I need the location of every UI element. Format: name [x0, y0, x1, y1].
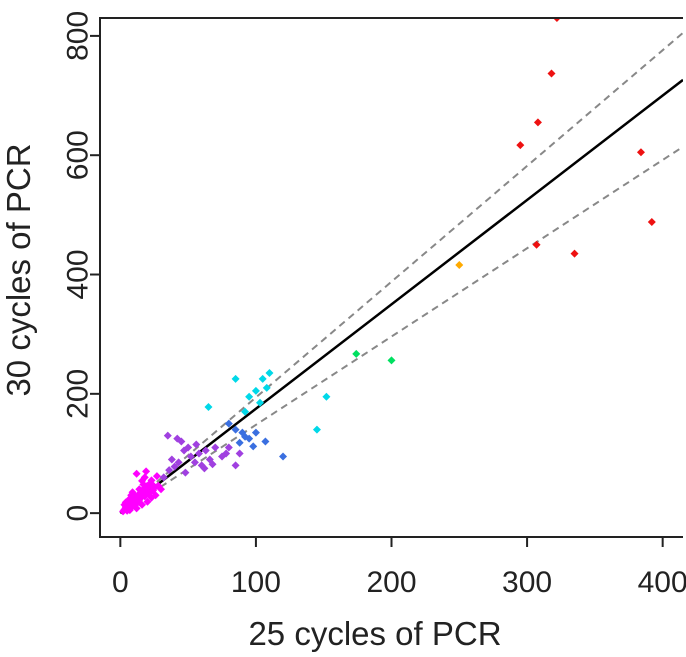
- point-blue: [235, 438, 244, 447]
- point-violet: [208, 460, 217, 469]
- point-magenta: [132, 469, 141, 478]
- point-violet: [181, 468, 190, 477]
- point-violet: [174, 458, 183, 467]
- point-cyan: [204, 402, 213, 411]
- point-violet: [190, 458, 199, 467]
- point-magenta: [131, 492, 140, 501]
- y-tick-label: 400: [62, 249, 95, 299]
- point-violet: [231, 461, 240, 470]
- x-tick-label: 300: [502, 566, 552, 599]
- point-red: [647, 218, 656, 227]
- point-red: [533, 118, 542, 127]
- point-magenta: [138, 489, 147, 498]
- point-violet: [235, 449, 244, 458]
- point-cyan: [241, 407, 250, 416]
- point-magenta: [152, 472, 161, 481]
- point-cyan: [255, 398, 264, 407]
- point-red: [570, 249, 579, 258]
- point-cyan: [258, 374, 267, 383]
- point-violet: [177, 437, 186, 446]
- point-violet: [170, 462, 179, 471]
- x-axis-title: 25 cycles of PCR: [248, 615, 501, 652]
- point-violet: [167, 455, 176, 464]
- point-violet: [224, 443, 233, 452]
- point-red: [532, 240, 541, 249]
- point-green: [352, 349, 361, 358]
- point-red: [516, 141, 525, 150]
- point-magenta: [140, 473, 149, 482]
- point-violet: [159, 473, 168, 482]
- point-green: [387, 356, 396, 365]
- point-cyan: [265, 368, 274, 377]
- point-blue: [251, 428, 260, 437]
- x-tick-label: 200: [366, 566, 416, 599]
- point-violet: [186, 452, 195, 461]
- point-cyan: [231, 374, 240, 383]
- point-cyan: [322, 392, 331, 401]
- axis-ticks: 0 100 200 300 400 0 200 400 600 800: [62, 11, 686, 599]
- point-red: [636, 148, 645, 157]
- point-cyan: [312, 425, 321, 434]
- point-violet: [192, 440, 201, 449]
- fit-line: [119, 78, 683, 515]
- x-tick-label: 400: [638, 566, 686, 599]
- plot-frame: [99, 17, 683, 538]
- y-tick-label: 600: [62, 130, 95, 180]
- point-blue: [261, 437, 270, 446]
- confidence-line-2: [119, 145, 683, 514]
- point-violet: [194, 449, 203, 458]
- point-magenta: [142, 467, 151, 476]
- point-red: [547, 69, 556, 78]
- point-cyan: [245, 392, 254, 401]
- confidence-line-1: [119, 32, 683, 514]
- point-magenta: [120, 500, 129, 509]
- point-magenta: [143, 497, 152, 506]
- y-tick-label: 800: [62, 11, 95, 61]
- point-magenta: [151, 491, 160, 500]
- point-violet: [201, 446, 210, 455]
- point-violet: [211, 443, 220, 452]
- y-axis-title: 30 cycles of PCR: [0, 143, 37, 396]
- point-magenta: [125, 506, 134, 515]
- point-violet: [163, 431, 172, 440]
- point-violet: [165, 466, 174, 475]
- point-cyan: [262, 383, 271, 392]
- point-blue: [231, 425, 240, 434]
- point-blue: [249, 442, 258, 451]
- x-tick-label: 0: [112, 566, 129, 599]
- point-magenta: [157, 485, 166, 494]
- x-tick-label: 100: [231, 566, 281, 599]
- point-violet: [222, 449, 231, 458]
- point-orange: [455, 260, 464, 269]
- point-cyan: [251, 386, 260, 395]
- data-points: [119, 18, 656, 516]
- point-violet: [184, 443, 193, 452]
- point-blue: [241, 432, 250, 441]
- point-violet: [200, 464, 209, 473]
- point-magenta: [148, 481, 157, 490]
- regression-lines: [119, 32, 683, 515]
- point-blue: [279, 452, 288, 461]
- point-blue: [224, 419, 233, 428]
- y-tick-label: 200: [62, 369, 95, 419]
- y-tick-label: 0: [62, 505, 95, 522]
- plot-border: [99, 17, 683, 538]
